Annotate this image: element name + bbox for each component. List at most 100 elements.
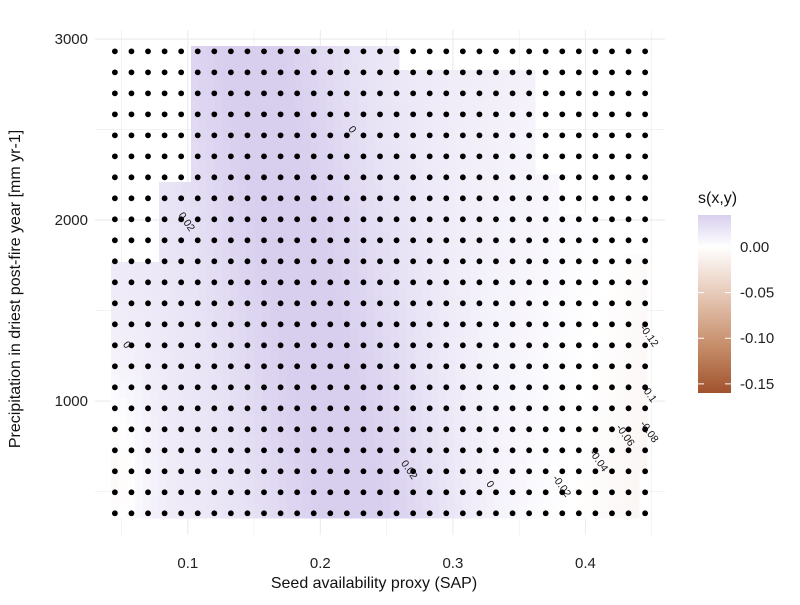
surface-cell	[111, 430, 120, 439]
surface-cell	[559, 414, 568, 423]
surface-cell	[247, 94, 256, 103]
observation-point	[625, 447, 632, 454]
surface-cell	[631, 454, 640, 463]
surface-cell	[303, 510, 312, 519]
surface-cell	[167, 270, 176, 279]
surface-cell	[455, 78, 464, 87]
surface-cell	[551, 398, 560, 407]
observation-point	[476, 132, 483, 139]
surface-cell	[511, 326, 520, 335]
surface-cell	[535, 358, 544, 367]
surface-cell	[591, 390, 600, 399]
observation-point	[609, 237, 615, 244]
surface-cell	[567, 302, 576, 311]
surface-cell	[575, 374, 584, 383]
surface-cell	[463, 158, 472, 167]
observation-point	[575, 384, 582, 391]
surface-cell	[367, 398, 376, 407]
surface-cell	[175, 310, 184, 319]
observation-point	[227, 426, 234, 433]
surface-cell	[415, 278, 424, 287]
surface-cell	[215, 174, 224, 183]
observation-point	[592, 447, 599, 454]
surface-cell	[223, 94, 232, 103]
surface-cell	[367, 246, 376, 255]
surface-cell	[191, 422, 200, 431]
surface-cell	[503, 174, 512, 183]
surface-cell	[207, 278, 216, 287]
surface-cell	[167, 310, 176, 319]
surface-cell	[623, 414, 632, 423]
surface-cell	[463, 350, 472, 359]
observation-point	[542, 174, 549, 181]
surface-cell	[519, 350, 528, 359]
surface-cell	[447, 206, 456, 215]
surface-cell	[391, 478, 400, 487]
surface-cell	[239, 78, 248, 87]
surface-cell	[375, 286, 384, 295]
observation-point	[625, 153, 632, 160]
surface-cell	[511, 430, 520, 439]
observation-point	[459, 384, 466, 391]
surface-cell	[255, 182, 264, 191]
surface-cell	[247, 446, 256, 455]
surface-cell	[231, 118, 240, 127]
surface-cell	[303, 422, 312, 431]
surface-cell	[343, 430, 352, 439]
surface-cell	[351, 70, 360, 79]
surface-cell	[215, 382, 224, 391]
surface-cell	[399, 494, 408, 503]
surface-cell	[223, 334, 232, 343]
surface-cell	[415, 302, 424, 311]
observation-point	[609, 489, 615, 496]
surface-cell	[479, 446, 488, 455]
surface-cell	[167, 230, 176, 239]
observation-point	[145, 447, 151, 454]
surface-cell	[383, 134, 392, 143]
observation-point	[377, 153, 383, 160]
surface-cell	[511, 270, 520, 279]
surface-cell	[447, 446, 456, 455]
surface-cell	[567, 414, 576, 423]
surface-cell	[239, 494, 248, 503]
observation-point	[476, 468, 483, 475]
surface-cell	[415, 422, 424, 431]
surface-cell	[415, 326, 424, 335]
surface-cell	[175, 326, 184, 335]
surface-cell	[479, 334, 488, 343]
surface-cell	[479, 374, 488, 383]
observation-point	[526, 447, 533, 454]
surface-cell	[567, 246, 576, 255]
surface-cell	[303, 214, 312, 223]
surface-cell	[119, 366, 128, 375]
observation-point	[178, 321, 185, 328]
observation-point	[145, 153, 151, 160]
surface-cell	[247, 286, 256, 295]
observation-point	[526, 132, 533, 139]
surface-cell	[551, 294, 560, 303]
observation-point	[227, 384, 234, 391]
surface-cell	[471, 86, 480, 95]
surface-cell	[151, 478, 160, 487]
surface-cell	[127, 302, 136, 311]
surface-cell	[567, 358, 576, 367]
surface-cell	[303, 126, 312, 135]
surface-cell	[287, 318, 296, 327]
surface-cell	[511, 198, 520, 207]
surface-cell	[343, 326, 352, 335]
observation-point	[294, 300, 301, 307]
surface-cell	[207, 182, 216, 191]
observation-point	[244, 447, 251, 454]
observation-point	[426, 153, 433, 160]
observation-point	[459, 237, 466, 244]
surface-cell	[303, 494, 312, 503]
surface-cell	[431, 438, 440, 447]
surface-cell	[327, 414, 336, 423]
observation-point	[493, 510, 499, 517]
observation-point	[128, 48, 135, 55]
observation-point	[310, 468, 317, 475]
surface-cell	[543, 494, 552, 503]
observation-point	[526, 279, 533, 286]
surface-cell	[263, 302, 272, 311]
observation-point	[277, 69, 284, 76]
